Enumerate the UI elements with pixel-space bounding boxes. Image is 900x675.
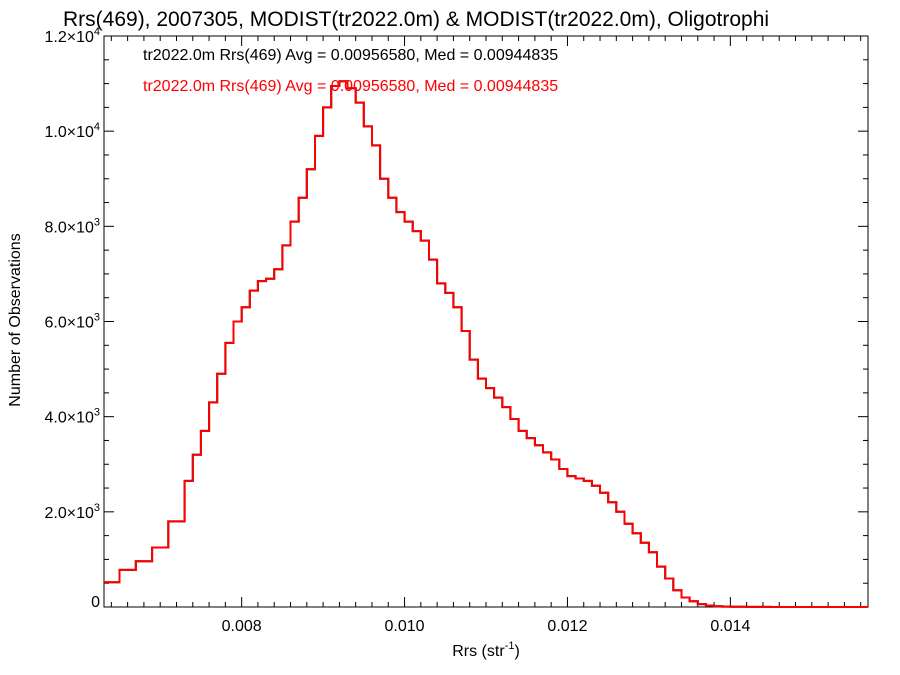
series-layer (104, 80, 868, 608)
x-axis-label: Rrs (str-1) (452, 640, 520, 660)
y-tick-label: 0 (91, 594, 100, 611)
y-tick-label: 1.2×104 (44, 26, 100, 46)
legend-entry-black: tr2022.0m Rrs(469) Avg = 0.00956580, Med… (143, 47, 558, 64)
y-tick-label: 1.0×104 (44, 121, 100, 141)
y-tick-label: 6.0×103 (44, 312, 100, 332)
chart-title: Rrs(469), 2007305, MODIST(tr2022.0m) & M… (63, 8, 769, 31)
series-line-red (104, 80, 868, 608)
x-tick-label: 0.012 (547, 618, 587, 635)
x-tick-label: 0.008 (222, 618, 262, 635)
y-axis-label: Number of Observations (7, 233, 24, 406)
plot-border (103, 35, 869, 608)
legend-entry-red: tr2022.0m Rrs(469) Avg = 0.00956580, Med… (143, 78, 558, 95)
x-tick-label: 0.010 (385, 618, 425, 635)
y-tick-label: 4.0×103 (44, 407, 100, 427)
plot-frame (103, 35, 869, 608)
y-tick-label: 8.0×103 (44, 216, 100, 236)
x-axis: 0.008 0.010 0.012 0.014 (110, 36, 862, 635)
x-tick-label: 0.014 (710, 618, 750, 635)
y-axis: 0 2.0×103 4.0×103 6.0×103 8.0×103 1.0×104 1.2×… (44, 26, 868, 611)
series-line-black (104, 80, 868, 608)
y-tick-label: 2.0×103 (44, 502, 100, 522)
